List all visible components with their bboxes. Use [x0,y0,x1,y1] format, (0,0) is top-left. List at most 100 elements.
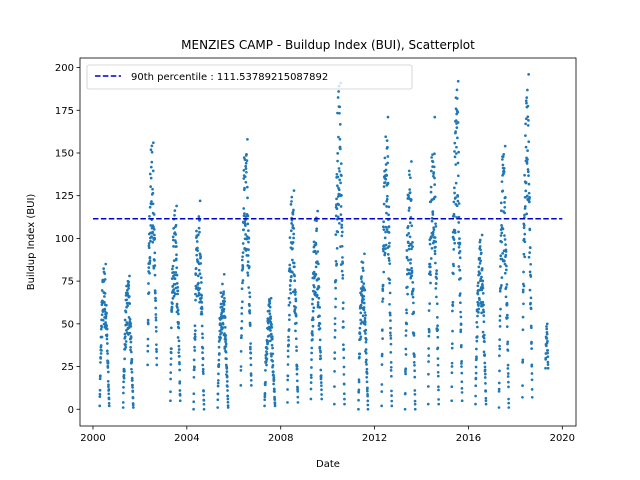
data-point [333,351,337,354]
data-point [171,297,175,300]
data-point [436,335,440,339]
data-point [409,198,413,201]
data-point [104,303,108,307]
data-point [264,380,267,384]
data-point [286,401,289,404]
data-point [336,175,340,179]
data-point [216,381,220,385]
data-point [482,336,486,340]
data-point [482,333,486,337]
data-point [103,278,107,281]
data-point [506,340,510,344]
data-point [336,230,340,234]
data-point [123,318,127,322]
data-point [390,374,393,378]
data-point [336,195,340,198]
data-point [411,245,414,249]
data-point [248,295,252,299]
data-point [366,399,370,403]
data-point [244,167,248,170]
data-point [361,261,365,264]
data-point [435,277,439,280]
data-point [452,238,456,241]
data-point [529,296,533,300]
data-point [429,169,433,173]
data-point [459,328,463,332]
data-point [315,293,319,297]
data-point [193,338,197,341]
data-point [484,396,488,400]
data-point [151,169,155,173]
data-point [410,266,413,270]
data-point [452,264,455,268]
data-point [265,350,268,353]
data-point [334,259,338,263]
data-point [312,306,316,310]
data-point [339,205,343,208]
data-point [243,186,246,190]
data-point [217,345,221,349]
data-point [152,227,156,231]
data-point [288,288,292,291]
data-point [195,229,198,233]
data-point [333,336,337,339]
data-point [521,358,525,362]
data-point [525,101,528,105]
data-point [333,329,337,332]
data-point [148,262,152,265]
data-point [333,370,336,373]
data-point [290,195,294,199]
data-point [171,267,174,271]
data-point [103,301,106,304]
data-point [501,158,504,161]
data-point [360,275,363,278]
data-point [239,336,243,340]
data-point [146,322,150,326]
data-point [287,303,291,307]
data-point [287,318,291,322]
data-point [530,347,533,350]
data-point [505,264,508,268]
data-point [150,150,154,154]
data-point [498,319,502,322]
data-point [404,372,407,376]
data-point [216,392,220,396]
data-point [410,247,413,251]
data-point [155,356,159,360]
data-point [546,355,550,359]
data-point [175,204,178,208]
data-point [217,365,221,368]
data-point [521,384,524,387]
data-point [459,276,462,280]
data-point [365,363,368,366]
data-point [381,337,384,340]
data-point [291,247,294,250]
data-point [503,211,507,215]
data-point [310,330,314,333]
data-point [433,176,436,180]
data-point [309,387,313,391]
data-point [177,344,181,348]
data-point [104,262,108,266]
data-point [334,279,338,282]
data-point [192,407,195,411]
data-point [100,313,104,317]
data-point [342,382,346,386]
data-point [403,407,407,411]
data-point [99,352,103,355]
data-point [288,263,292,267]
data-point [171,264,175,268]
data-point [239,365,243,368]
data-point [456,121,460,124]
data-point [357,390,361,394]
data-point [197,281,200,285]
data-point [270,354,273,358]
data-point [503,144,507,148]
data-point [529,301,532,305]
data-point [107,392,111,396]
data-point [452,272,455,276]
data-point [544,344,548,348]
data-point [411,280,415,284]
data-point [458,249,462,253]
data-point [152,141,155,145]
